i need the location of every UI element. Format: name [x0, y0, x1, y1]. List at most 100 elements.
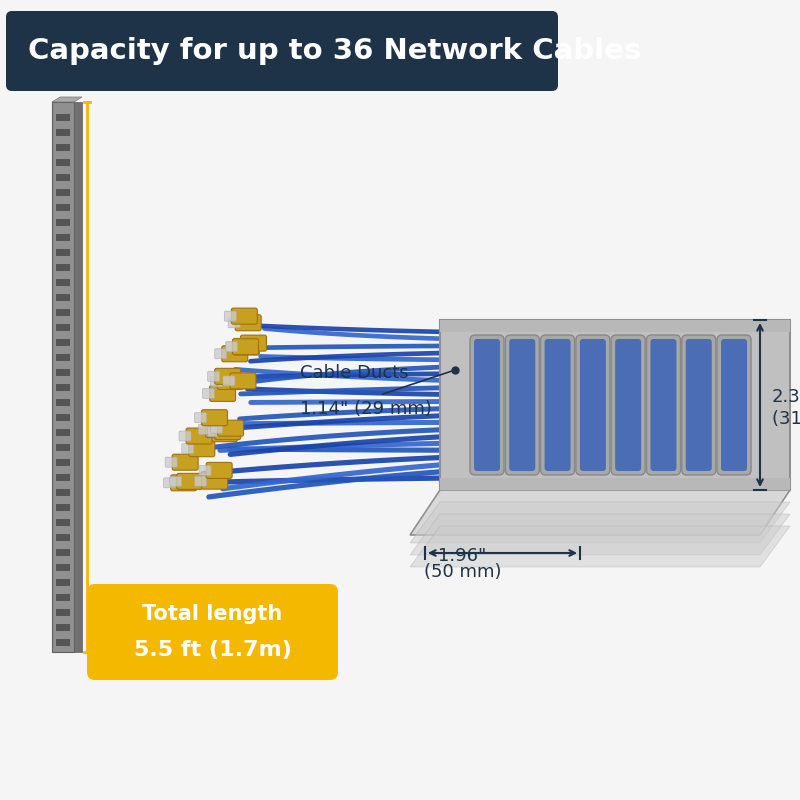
Text: (50 mm): (50 mm)	[424, 563, 502, 581]
FancyBboxPatch shape	[211, 426, 238, 442]
FancyBboxPatch shape	[170, 474, 197, 490]
Bar	[56, 354, 70, 361]
FancyBboxPatch shape	[206, 422, 231, 438]
FancyBboxPatch shape	[650, 339, 677, 471]
FancyBboxPatch shape	[646, 335, 681, 475]
FancyBboxPatch shape	[218, 374, 243, 390]
Text: 2.32": 2.32"	[772, 388, 800, 406]
FancyBboxPatch shape	[202, 473, 227, 489]
Bar	[440, 320, 790, 490]
Bar	[440, 320, 455, 490]
Text: Total length: Total length	[142, 604, 282, 624]
FancyBboxPatch shape	[615, 339, 641, 471]
FancyBboxPatch shape	[206, 462, 232, 478]
FancyBboxPatch shape	[214, 424, 241, 440]
Polygon shape	[410, 514, 790, 555]
Bar	[56, 264, 70, 271]
Text: Cable Ducts: Cable Ducts	[300, 364, 409, 382]
FancyBboxPatch shape	[214, 368, 241, 384]
FancyBboxPatch shape	[199, 466, 211, 475]
Text: (31 mm): (31 mm)	[772, 410, 800, 428]
Bar	[56, 474, 70, 481]
Bar	[56, 414, 70, 421]
FancyBboxPatch shape	[198, 425, 210, 434]
FancyBboxPatch shape	[210, 377, 222, 386]
Bar	[440, 478, 790, 490]
FancyBboxPatch shape	[230, 373, 256, 389]
FancyBboxPatch shape	[506, 335, 539, 475]
Bar	[56, 549, 70, 556]
FancyBboxPatch shape	[223, 376, 235, 386]
FancyBboxPatch shape	[224, 311, 236, 321]
FancyBboxPatch shape	[228, 318, 240, 328]
FancyBboxPatch shape	[170, 476, 182, 486]
Bar	[56, 159, 70, 166]
Bar	[56, 144, 70, 151]
Text: Capacity for up to 36 Network Cables: Capacity for up to 36 Network Cables	[28, 37, 642, 65]
Bar	[56, 189, 70, 196]
FancyBboxPatch shape	[205, 429, 217, 438]
Polygon shape	[52, 97, 82, 102]
Bar	[56, 219, 70, 226]
FancyBboxPatch shape	[194, 413, 206, 422]
Bar	[56, 369, 70, 376]
Bar	[56, 294, 70, 301]
FancyBboxPatch shape	[611, 335, 645, 475]
Bar	[56, 504, 70, 511]
FancyBboxPatch shape	[177, 474, 202, 490]
FancyBboxPatch shape	[164, 478, 176, 488]
FancyBboxPatch shape	[165, 457, 177, 467]
FancyBboxPatch shape	[194, 476, 206, 486]
Bar	[56, 384, 70, 391]
Polygon shape	[410, 526, 790, 567]
Bar	[56, 639, 70, 646]
FancyBboxPatch shape	[226, 342, 238, 352]
Bar	[56, 624, 70, 631]
Bar	[56, 534, 70, 541]
Bar	[440, 320, 790, 332]
FancyBboxPatch shape	[189, 441, 215, 457]
Bar	[56, 399, 70, 406]
FancyBboxPatch shape	[576, 335, 610, 475]
FancyBboxPatch shape	[222, 346, 248, 362]
Bar	[56, 564, 70, 571]
Bar	[56, 279, 70, 286]
FancyBboxPatch shape	[234, 339, 259, 355]
FancyBboxPatch shape	[231, 308, 258, 324]
Text: 1.96": 1.96"	[438, 547, 486, 565]
Bar	[56, 594, 70, 601]
Bar	[56, 519, 70, 526]
FancyBboxPatch shape	[210, 386, 235, 402]
FancyBboxPatch shape	[241, 335, 266, 351]
FancyBboxPatch shape	[208, 371, 220, 382]
Bar	[56, 234, 70, 241]
FancyBboxPatch shape	[470, 335, 504, 475]
Bar	[56, 204, 70, 211]
Polygon shape	[410, 490, 790, 535]
FancyBboxPatch shape	[545, 339, 570, 471]
FancyBboxPatch shape	[686, 339, 712, 471]
Text: 1.14" (29 mm): 1.14" (29 mm)	[300, 400, 432, 418]
FancyBboxPatch shape	[717, 335, 751, 475]
FancyBboxPatch shape	[721, 339, 747, 471]
Bar	[56, 249, 70, 256]
Bar	[56, 459, 70, 466]
FancyBboxPatch shape	[235, 314, 261, 330]
Bar	[56, 489, 70, 496]
Bar	[56, 129, 70, 136]
FancyBboxPatch shape	[218, 420, 243, 436]
FancyBboxPatch shape	[510, 339, 535, 471]
Bar	[56, 429, 70, 436]
FancyBboxPatch shape	[233, 338, 258, 354]
Bar	[56, 324, 70, 331]
FancyBboxPatch shape	[210, 423, 222, 433]
FancyBboxPatch shape	[541, 335, 574, 475]
FancyBboxPatch shape	[182, 444, 194, 454]
Text: 5.5 ft (1.7m): 5.5 ft (1.7m)	[134, 640, 291, 660]
Bar	[56, 609, 70, 616]
FancyBboxPatch shape	[580, 339, 606, 471]
Bar	[74, 102, 82, 652]
FancyBboxPatch shape	[682, 335, 716, 475]
Polygon shape	[410, 502, 790, 543]
Bar	[56, 339, 70, 346]
